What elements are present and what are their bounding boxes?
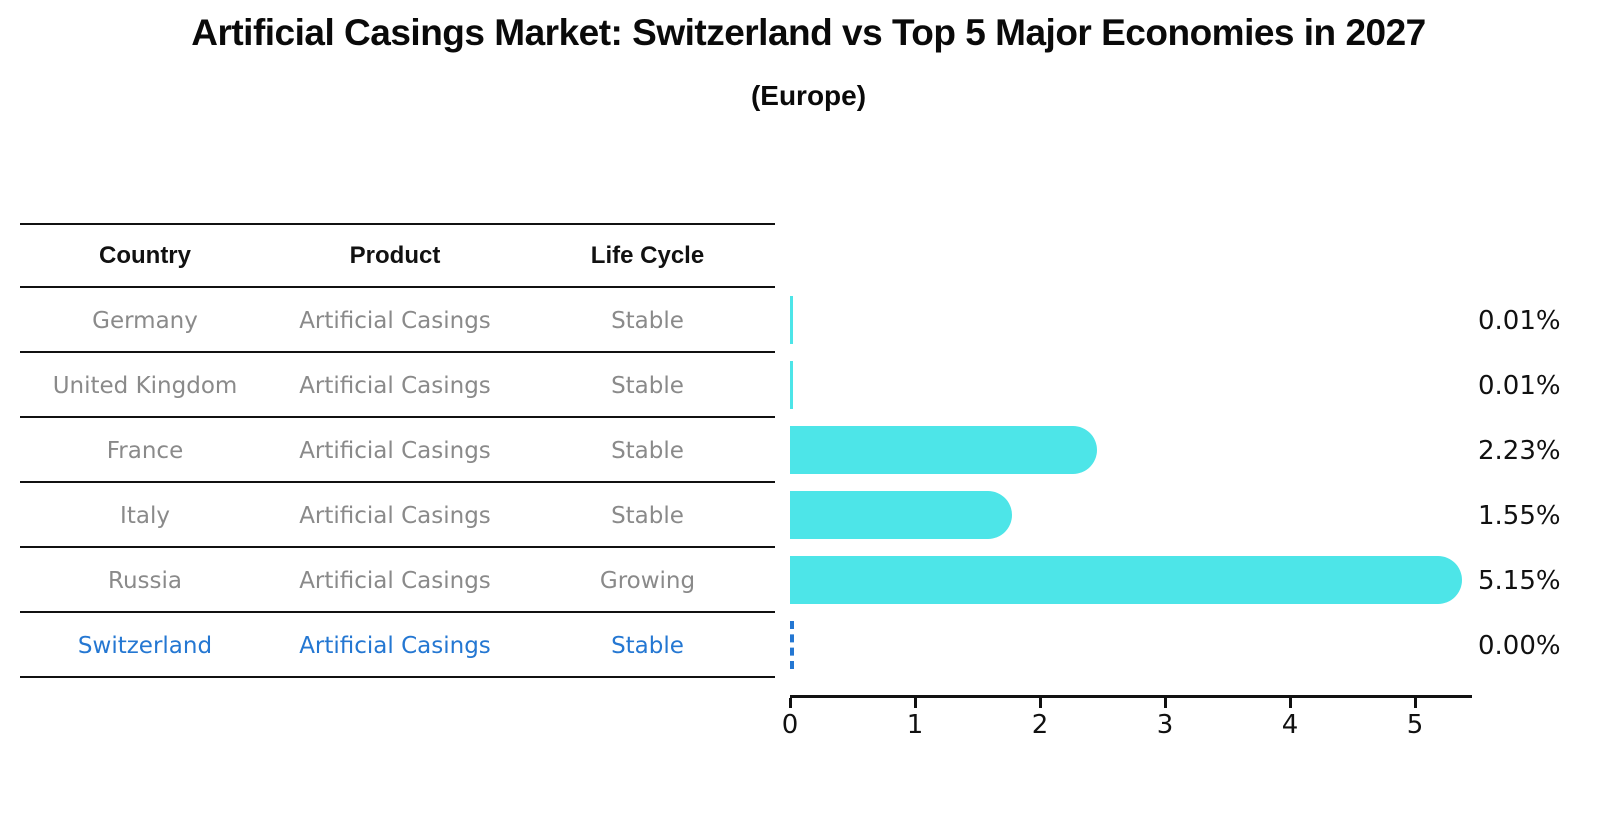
product-cell: Artificial Casings bbox=[299, 567, 491, 594]
table-row-italy: Italy Artificial Casings Stable 1.55% bbox=[0, 483, 1617, 548]
row-divider bbox=[20, 223, 775, 288]
tick-label: 4 bbox=[1281, 710, 1299, 740]
bar-germany bbox=[790, 296, 793, 344]
column-header-life-cycle: Life Cycle bbox=[590, 241, 705, 269]
tick-mark bbox=[789, 698, 792, 708]
product-cell: Artificial Casings bbox=[299, 372, 491, 399]
column-header-country: Country bbox=[99, 241, 191, 269]
bar-switzerland-dashed bbox=[790, 621, 794, 669]
table-row-switzerland: Switzerland Artificial Casings Stable 0.… bbox=[0, 613, 1617, 678]
life-cycle-cell: Growing bbox=[599, 567, 696, 594]
chart-subtitle: (Europe) bbox=[750, 80, 867, 111]
country-cell: Italy bbox=[120, 502, 170, 529]
tick-label: 3 bbox=[1156, 710, 1174, 740]
product-cell: Artificial Casings bbox=[299, 632, 491, 659]
row-divider bbox=[20, 483, 775, 548]
value-label: 0.01% bbox=[1478, 305, 1561, 336]
product-cell: Artificial Casings bbox=[299, 307, 491, 334]
value-label: 5.15% bbox=[1478, 565, 1561, 596]
life-cycle-cell: Stable bbox=[611, 502, 684, 529]
country-cell: Germany bbox=[92, 307, 198, 334]
bar-united-kingdom bbox=[790, 361, 793, 409]
tick-mark bbox=[1289, 698, 1292, 708]
life-cycle-cell: Stable bbox=[611, 372, 684, 399]
product-cell: Artificial Casings bbox=[299, 502, 491, 529]
table-header-row: Country Product Life Cycle bbox=[0, 223, 1617, 288]
product-cell: Artificial Casings bbox=[299, 437, 491, 464]
value-label: 2.23% bbox=[1478, 435, 1561, 466]
country-cell: Switzerland bbox=[77, 632, 213, 659]
country-cell: United Kingdom bbox=[52, 372, 238, 399]
tick-label: 0 bbox=[781, 710, 799, 740]
value-label: 1.55% bbox=[1478, 500, 1561, 531]
tick-mark bbox=[1164, 698, 1167, 708]
life-cycle-cell: Stable bbox=[611, 437, 684, 464]
table-row-germany: Germany Artificial Casings Stable 0.01% bbox=[0, 288, 1617, 353]
tick-label: 2 bbox=[1031, 710, 1049, 740]
x-axis-line bbox=[790, 695, 1472, 698]
tick-mark bbox=[1414, 698, 1417, 708]
bar-italy bbox=[790, 491, 1012, 539]
row-divider bbox=[20, 613, 775, 678]
tick-mark bbox=[914, 698, 917, 708]
tick-label: 5 bbox=[1406, 710, 1424, 740]
row-divider bbox=[20, 353, 775, 418]
row-divider bbox=[20, 548, 775, 613]
table-row-united-kingdom: United Kingdom Artificial Casings Stable… bbox=[0, 353, 1617, 418]
tick-label: 1 bbox=[906, 710, 924, 740]
tick-mark bbox=[1039, 698, 1042, 708]
value-label: 0.01% bbox=[1478, 370, 1561, 401]
country-cell: Russia bbox=[108, 567, 182, 594]
column-header-product: Product bbox=[349, 241, 441, 269]
table-and-bars: Country Product Life Cycle Germany Artif… bbox=[0, 223, 1617, 678]
chart-title: Artificial Casings Market: Switzerland v… bbox=[191, 12, 1426, 53]
life-cycle-cell: Stable bbox=[611, 307, 684, 334]
row-divider bbox=[20, 418, 775, 483]
row-divider bbox=[20, 288, 775, 353]
bar-russia bbox=[790, 556, 1462, 604]
x-axis: 0 1 2 3 4 5 bbox=[782, 695, 1472, 745]
country-cell: France bbox=[106, 437, 184, 464]
table-row-russia: Russia Artificial Casings Growing 5.15% bbox=[0, 548, 1617, 613]
bar-france bbox=[790, 426, 1097, 474]
life-cycle-cell: Stable bbox=[611, 632, 684, 659]
table-row-france: France Artificial Casings Stable 2.23% bbox=[0, 418, 1617, 483]
value-label: 0.00% bbox=[1478, 630, 1561, 661]
